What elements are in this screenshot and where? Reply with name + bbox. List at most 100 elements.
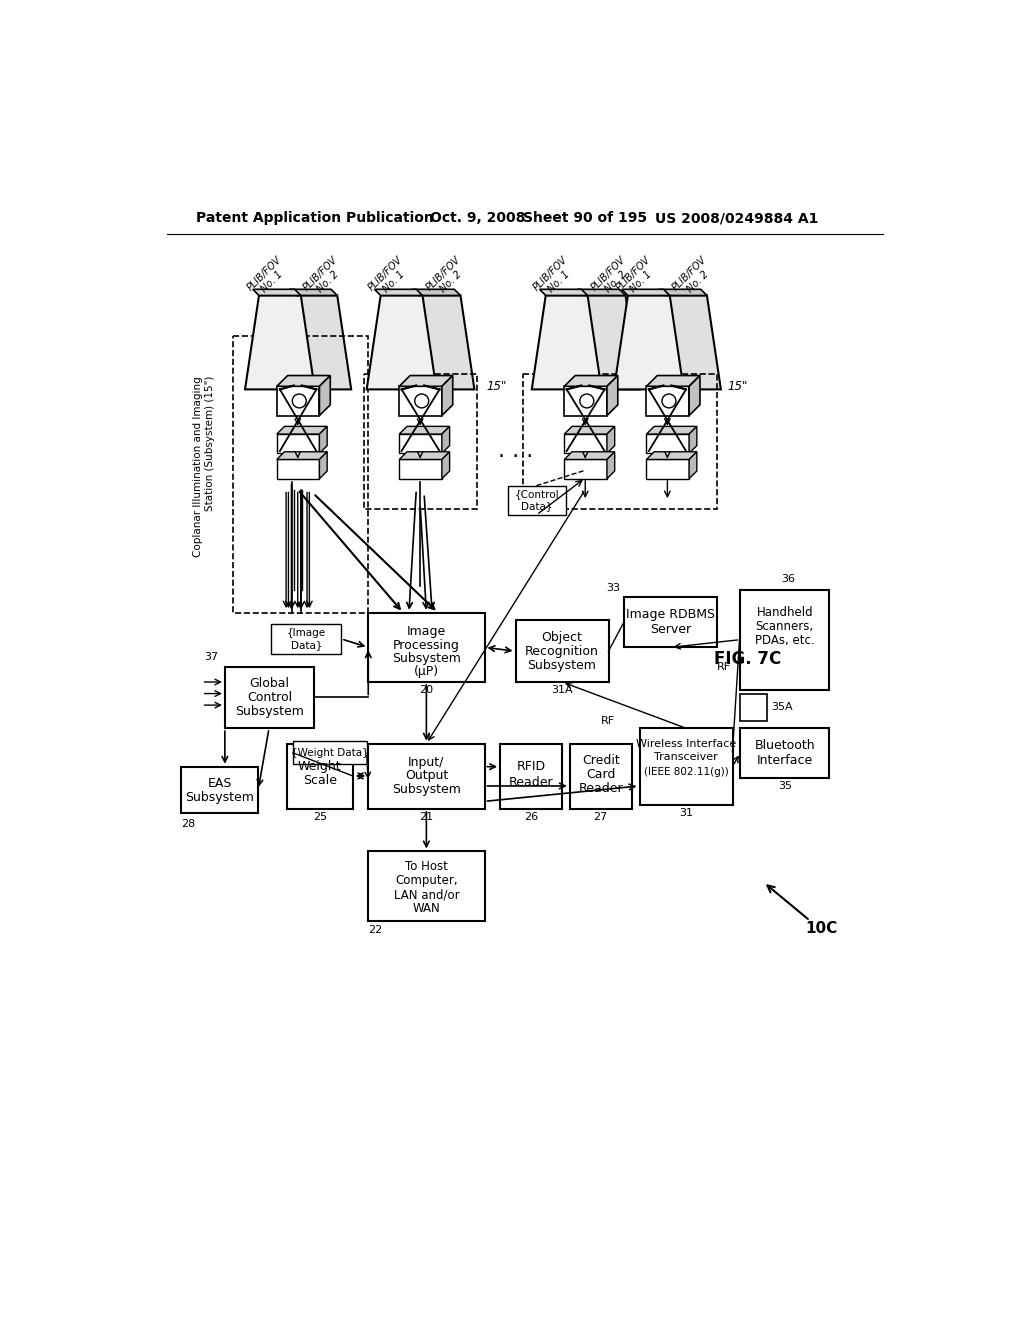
Text: 35: 35 [778,781,792,791]
Text: Reader: Reader [509,776,553,788]
Text: LAN and/or: LAN and/or [393,888,459,902]
Polygon shape [622,289,670,296]
Polygon shape [276,434,319,453]
Polygon shape [569,296,640,389]
Polygon shape [282,296,351,389]
Bar [508,486,566,515]
Text: Scale: Scale [303,774,337,787]
Text: 31: 31 [679,808,693,818]
Text: Bluetooth: Bluetooth [755,739,815,751]
Polygon shape [319,451,328,479]
Bar [232,335,369,612]
Text: PLIB/FOV
No. 2: PLIB/FOV No. 2 [424,255,470,301]
Text: 22: 22 [369,925,383,935]
Text: Handheld: Handheld [757,606,813,619]
Polygon shape [319,376,331,416]
Bar [569,743,632,809]
Text: Interface: Interface [757,754,813,767]
Polygon shape [531,296,601,389]
Polygon shape [607,426,614,453]
Text: 27: 27 [594,812,608,822]
Text: 25: 25 [312,812,327,822]
Circle shape [292,395,306,408]
Polygon shape [276,459,319,479]
Text: Recognition: Recognition [525,644,599,657]
Polygon shape [646,426,697,434]
Text: To Host: To Host [404,861,447,874]
Bar [225,667,314,729]
Polygon shape [399,376,453,387]
Text: 28: 28 [180,818,195,829]
Polygon shape [399,459,442,479]
Polygon shape [646,387,689,416]
Text: Processing: Processing [393,639,460,652]
Polygon shape [276,376,331,387]
Text: RF: RF [717,661,731,672]
Polygon shape [564,426,614,434]
Text: PLIB/FOV
No. 2: PLIB/FOV No. 2 [671,255,717,301]
Circle shape [580,395,594,408]
Bar [180,767,258,813]
Text: Subsystem: Subsystem [392,652,461,665]
Polygon shape [253,289,301,296]
Polygon shape [564,434,607,453]
Text: EAS: EAS [207,777,231,791]
Text: PLIB/FOV
No. 1: PLIB/FOV No. 1 [614,255,660,301]
Polygon shape [658,289,707,296]
Text: Subsystem: Subsystem [234,705,304,718]
Bar [515,620,608,682]
Text: Coplanar Illumination and Imaging
Station (Subsystem) (15"): Coplanar Illumination and Imaging Statio… [194,376,215,557]
Text: Scanners,: Scanners, [756,620,814,634]
Text: Reader: Reader [579,781,623,795]
Text: 35A: 35A [771,702,793,711]
Polygon shape [646,451,697,459]
Text: Sheet 90 of 195: Sheet 90 of 195 [523,211,647,226]
Polygon shape [646,459,689,479]
Text: WAN: WAN [413,902,440,915]
Text: PLIB/FOV
No. 1: PLIB/FOV No. 1 [531,255,579,301]
Text: PLIB/FOV
No. 2: PLIB/FOV No. 2 [301,255,347,301]
Bar [369,743,484,809]
Text: Global: Global [250,677,290,690]
Bar [740,590,829,689]
Text: 36: 36 [781,574,796,583]
Text: Object: Object [542,631,583,644]
Text: RF: RF [601,715,614,726]
Text: FIG. 7C: FIG. 7C [715,649,781,668]
Polygon shape [540,289,588,296]
Polygon shape [399,426,450,434]
Polygon shape [689,451,697,479]
Bar [740,693,767,721]
Text: Weight: Weight [298,760,342,774]
Bar [271,624,341,653]
Circle shape [415,395,429,408]
Polygon shape [564,376,617,387]
Text: (IEEE 802.11(g)): (IEEE 802.11(g)) [644,767,728,777]
Polygon shape [564,459,607,479]
Polygon shape [651,296,721,389]
Polygon shape [646,434,689,453]
Polygon shape [689,426,697,453]
Text: Image RDBMS: Image RDBMS [626,607,715,620]
Polygon shape [564,451,614,459]
Polygon shape [404,296,474,389]
Bar [369,851,484,921]
Text: PDAs, etc.: PDAs, etc. [755,634,815,647]
Text: Subsystem: Subsystem [392,783,461,796]
Text: Transceiver: Transceiver [654,751,718,762]
Text: PLIB/FOV
No. 1: PLIB/FOV No. 1 [245,255,292,301]
Polygon shape [276,387,319,416]
Bar [523,374,717,508]
Polygon shape [245,296,314,389]
Text: 21: 21 [419,812,433,822]
Polygon shape [375,289,423,296]
Polygon shape [607,451,614,479]
Text: Patent Application Publication: Patent Application Publication [197,211,434,226]
Text: Output: Output [404,770,449,783]
Text: 10C: 10C [806,921,838,936]
Polygon shape [442,376,453,416]
Text: Oct. 9, 2008: Oct. 9, 2008 [430,211,525,226]
Text: (μP): (μP) [414,665,439,677]
Polygon shape [289,289,337,296]
Text: Subsystem: Subsystem [527,659,596,672]
